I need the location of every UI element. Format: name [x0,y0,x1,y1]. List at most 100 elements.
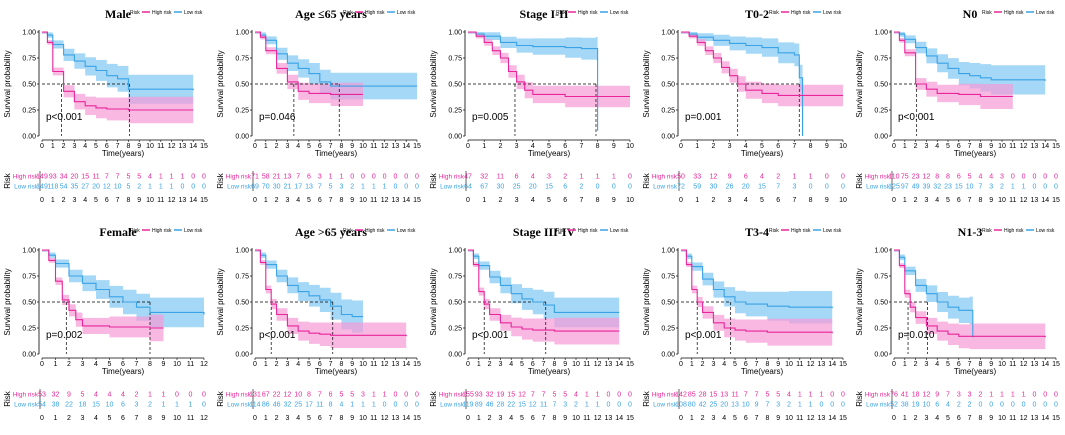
risk-count-low: 10 [923,402,931,409]
x-tick-label: 12 [807,361,815,368]
low-risk-ci-band [255,32,417,106]
risk-row-label-high: High risk [652,174,678,181]
x-tick-label: 0 [40,361,44,368]
high-risk-ci-band [42,250,164,342]
risk-count-low: 118 [47,184,58,191]
risk-count-low: 1 [361,184,365,191]
x-tick-label: 1 [264,361,268,368]
low-risk-curve [681,31,804,136]
risk-count-low: 2 [579,184,583,191]
y-tick-label: 0.75 [874,56,888,63]
risk-count-low: 0 [404,184,408,191]
risk-x-tick-label: 9 [989,415,993,422]
risk-count-high: 0 [841,392,845,399]
risk-count-low: 6 [935,402,939,409]
risk-count-high: 0 [1032,392,1036,399]
risk-x-tick-label: 6 [563,197,567,204]
x-tick-label: 5 [307,361,311,368]
risk-count-high: 15 [81,174,89,181]
risk-count-low: 20 [742,184,750,191]
risk-count-high: 93 [475,392,483,399]
risk-count-high: 1 [809,392,813,399]
y-tick-label: 0.50 [661,300,675,307]
risk-count-low: 0 [393,184,397,191]
risk-count-high: 6 [307,174,311,181]
y-tick-label: 1.00 [448,30,462,37]
risk-count-low: 9 [755,402,759,409]
risk-x-tick-label: 13 [605,415,613,422]
x-tick-label: 6 [318,143,322,150]
legend-low-label: Low risk [1036,10,1055,16]
x-tick-label: 10 [359,143,367,150]
legend-low-label: Low risk [823,228,842,234]
x-tick-label: 15 [413,361,421,368]
x-tick-label: 7 [542,361,546,368]
risk-count-low: 39 [923,184,931,191]
risk-count-high: 4 [108,392,112,399]
risk-x-tick-label: 4 [94,415,98,422]
risk-x-tick-label: 1 [690,415,694,422]
risk-count-high: 0 [393,392,397,399]
x-tick-label: 1 [51,143,55,150]
x-tick-label: 7 [135,361,139,368]
y-tick-label: 0.25 [874,108,888,115]
x-axis-label: Time(years) [954,367,997,376]
risk-count-low: 30 [710,184,718,191]
y-tick-label: 0.25 [661,108,675,115]
p-value: p<0.001 [259,330,296,341]
x-tick-label: 2 [67,361,71,368]
risk-count-low: 54 [38,402,46,409]
risk-count-low: 0 [191,184,195,191]
x-tick-label: 6 [776,143,780,150]
x-tick-label: 2 [914,143,918,150]
x-tick-label: 6 [957,361,961,368]
risk-count-low: 46 [273,402,281,409]
risk-x-tick-label: 5 [307,197,311,204]
x-tick-label: 8 [596,143,600,150]
x-tick-label: 10 [998,143,1006,150]
y-tick-label: 1.00 [235,248,249,255]
risk-count-low: 0 [415,402,419,409]
x-tick-label: 3 [285,361,289,368]
risk-row-label-low: Low risk [440,402,465,409]
legend-title: Risk [343,10,353,16]
risk-count-low: 70 [262,184,270,191]
x-tick-label: 4 [94,361,98,368]
risk-x-tick-label: 4 [83,197,87,204]
risk-count-high: 7 [744,392,748,399]
y-tick-label: 1.00 [661,30,675,37]
risk-x-tick-label: 9 [563,415,567,422]
risk-count-low: 15 [758,184,766,191]
low-risk-curve [42,249,205,315]
risk-count-low: 3 [339,184,343,191]
risk-count-low: 0 [612,184,616,191]
x-tick-label: 7 [329,143,333,150]
risk-x-tick-label: 0 [679,415,683,422]
risk-count-low: 28 [497,402,505,409]
risk-x-tick-label: 8 [148,415,152,422]
risk-count-low: 0 [628,184,632,191]
x-tick-label: 13 [179,143,187,150]
risk-count-low: 54 [60,184,68,191]
risk-count-high: 12 [923,392,931,399]
risk-count-low: 1 [350,402,354,409]
x-tick-label: 8 [552,361,556,368]
x-axis-label: Time(years) [528,367,571,376]
x-tick-label: 9 [350,361,354,368]
risk-x-tick-label: 6 [744,415,748,422]
x-tick-label: 0 [466,361,470,368]
risk-x-tick-label: 12 [381,415,389,422]
risk-count-high: 0 [628,392,632,399]
low-risk-ci-band [681,250,833,328]
risk-count-high: 6 [957,174,961,181]
legend-low-label: Low risk [184,228,203,234]
legend-title: Risk [769,10,779,16]
risk-count-high: 0 [825,174,829,181]
risk-x-tick-label: 1 [54,415,58,422]
risk-count-low: 25 [710,402,718,409]
risk-count-high: 0 [1011,174,1015,181]
legend-high-label: High risk [578,228,598,234]
risk-count-high: 7 [296,174,300,181]
risk-count-low: 1 [809,402,813,409]
km-panel-stage-i-ii: Stage I-II Risk High risk Low risk 0.00 0.25 0… [426,0,639,217]
